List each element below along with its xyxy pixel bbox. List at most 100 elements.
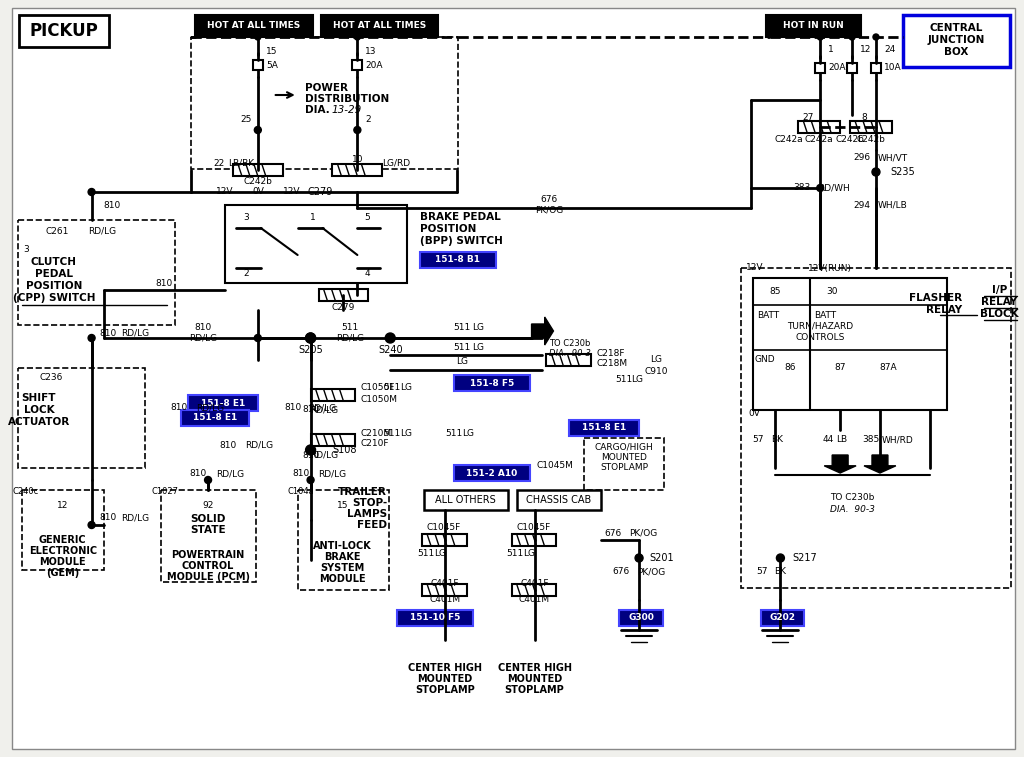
Text: CENTER HIGH: CENTER HIGH	[498, 663, 571, 673]
Bar	[761, 610, 804, 626]
Text: RD/LG: RD/LG	[245, 441, 273, 450]
Text: RD/LG: RD/LG	[189, 334, 217, 342]
Text: 5: 5	[365, 213, 371, 223]
Text: BRAKE PEDAL: BRAKE PEDAL	[420, 212, 501, 222]
Text: C236: C236	[40, 373, 63, 382]
Text: 12V: 12V	[216, 188, 233, 197]
Bar	[253, 60, 263, 70]
Text: MOUNTED: MOUNTED	[601, 453, 647, 462]
Text: TO C230b: TO C230b	[829, 494, 874, 503]
Text: STOPLAMP: STOPLAMP	[505, 685, 564, 695]
Text: 27: 27	[803, 114, 814, 123]
Text: I/P: I/P	[992, 285, 1007, 295]
Text: POWER: POWER	[304, 83, 347, 93]
Text: 3: 3	[23, 245, 29, 254]
Text: LG: LG	[456, 357, 468, 366]
Text: CENTER HIGH: CENTER HIGH	[408, 663, 482, 673]
Circle shape	[635, 554, 643, 562]
Bar	[740, 268, 1012, 588]
Bar	[585, 438, 664, 490]
Text: 2: 2	[243, 269, 249, 278]
Text: C104a: C104a	[288, 488, 314, 497]
Polygon shape	[864, 455, 896, 473]
Text: 85: 85	[770, 288, 781, 297]
Text: (CPP) SWITCH: (CPP) SWITCH	[12, 293, 95, 303]
Text: C1050M: C1050M	[360, 394, 397, 403]
Text: CARGO/HIGH: CARGO/HIGH	[595, 443, 653, 451]
Text: BK: BK	[774, 568, 786, 577]
Text: LG: LG	[434, 549, 446, 557]
Circle shape	[817, 185, 823, 192]
Bar	[753, 278, 946, 410]
Text: 25: 25	[241, 116, 252, 124]
Polygon shape	[531, 317, 553, 345]
Text: MODULE: MODULE	[319, 574, 366, 584]
Text: (GEM): (GEM)	[46, 568, 79, 578]
Text: LG: LG	[400, 384, 412, 392]
Text: TO C230b: TO C230b	[550, 339, 591, 348]
Text: LG: LG	[400, 428, 412, 438]
Text: 810: 810	[99, 329, 117, 338]
Text: 86: 86	[784, 363, 796, 372]
Text: FLASHER: FLASHER	[909, 293, 963, 303]
Circle shape	[849, 34, 855, 40]
Text: C218M: C218M	[596, 360, 628, 369]
Text: 13-29: 13-29	[332, 105, 361, 115]
Text: C279: C279	[308, 187, 333, 197]
Bar	[22, 490, 103, 570]
Bar	[225, 205, 408, 283]
Text: FEED: FEED	[357, 520, 387, 530]
Text: C218F: C218F	[596, 348, 625, 357]
Text: 12V: 12V	[745, 263, 763, 273]
Text: C1027: C1027	[152, 488, 179, 497]
Text: SYSTEM: SYSTEM	[321, 563, 365, 573]
Text: C261: C261	[46, 226, 70, 235]
Bar	[18, 15, 109, 47]
Text: 810: 810	[302, 450, 319, 459]
Text: TRAILER: TRAILER	[338, 487, 387, 497]
Text: 511: 511	[384, 428, 400, 438]
Text: C210M: C210M	[360, 428, 391, 438]
Text: C242b: C242b	[856, 135, 886, 144]
Text: S201: S201	[649, 553, 674, 563]
Text: LG: LG	[631, 375, 643, 385]
Text: C1045F: C1045F	[427, 524, 461, 532]
Text: HOT AT ALL TIMES: HOT AT ALL TIMES	[207, 21, 300, 30]
Bar	[18, 368, 145, 468]
Text: C1045F: C1045F	[516, 524, 551, 532]
Text: C401F: C401F	[520, 578, 549, 587]
Text: 87A: 87A	[879, 363, 897, 372]
Circle shape	[385, 333, 395, 343]
Circle shape	[872, 168, 880, 176]
Text: 10: 10	[351, 155, 364, 164]
Text: 810: 810	[103, 201, 121, 210]
Bar	[352, 60, 362, 70]
Text: RELAY: RELAY	[981, 297, 1018, 307]
Text: LB: LB	[837, 435, 847, 444]
Text: C401F: C401F	[431, 578, 459, 587]
Text: 676: 676	[541, 195, 558, 204]
Bar	[232, 164, 283, 176]
Text: POSITION: POSITION	[420, 224, 476, 234]
Bar	[191, 37, 458, 169]
Text: 4: 4	[365, 269, 370, 278]
Text: PK/OG: PK/OG	[536, 205, 563, 214]
Bar	[333, 164, 382, 176]
Text: 87: 87	[835, 363, 846, 372]
Text: RD/LG: RD/LG	[310, 406, 339, 415]
Text: RD/LG: RD/LG	[122, 513, 150, 522]
Text: PICKUP: PICKUP	[30, 22, 98, 40]
Text: STATE: STATE	[190, 525, 226, 535]
Text: 24: 24	[884, 45, 895, 55]
Text: HOT AT ALL TIMES: HOT AT ALL TIMES	[333, 21, 426, 30]
Text: S108: S108	[333, 445, 357, 455]
Text: C401M: C401M	[429, 596, 461, 605]
Text: 151-8 E1: 151-8 E1	[201, 398, 245, 407]
Text: C242b: C242b	[836, 136, 864, 145]
Text: BATT: BATT	[758, 310, 779, 319]
Bar	[161, 490, 256, 582]
Text: 511: 511	[342, 323, 359, 332]
Bar	[424, 490, 508, 510]
Text: GND: GND	[754, 356, 775, 365]
Text: ALL OTHERS: ALL OTHERS	[435, 495, 497, 505]
